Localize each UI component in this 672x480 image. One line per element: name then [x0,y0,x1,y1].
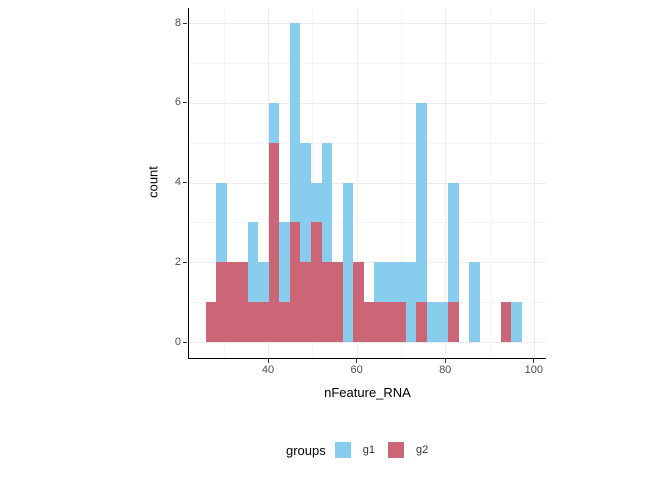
histogram-bar-g1 [300,142,311,263]
histogram-bar-g1 [448,182,459,303]
histogram-bar-g2 [416,302,427,342]
histogram-bar-g1 [310,182,322,223]
major-gridline-horizontal [189,262,546,264]
y-tick-label: 2 [174,255,181,268]
major-gridline-horizontal [189,342,546,343]
histogram-bar-g1 [279,222,290,303]
legend-swatch-g1 [334,442,351,458]
minor-gridline-horizontal [189,142,546,144]
x-tick-label: 60 [350,364,363,376]
y-tick-mark [183,341,187,343]
y-tick-mark [183,182,187,184]
histogram-bar-g1 [395,262,406,303]
y-tick-mark [183,261,187,263]
histogram-bar-g2 [332,262,343,342]
y-tick-label: 6 [174,96,181,109]
x-tick-mark [533,359,535,363]
histogram-bar-g2 [226,262,238,342]
y-axis-line [187,8,189,358]
major-gridline-horizontal [189,23,546,25]
histogram-bar-g2 [310,222,322,342]
major-gridline-vertical [268,8,269,358]
histogram-bar-g2 [500,302,512,342]
histogram-bar-g1 [268,102,280,143]
histogram-bar-g1 [216,182,227,263]
histogram-bar-g2 [321,262,333,342]
histogram-bar-g1 [384,262,396,303]
histogram-bar-g1 [258,262,269,303]
x-tick-mark [444,359,446,363]
histogram-bar-g2 [237,262,248,342]
histogram-bar-g1 [416,102,427,303]
y-tick-label: 8 [174,16,181,29]
major-gridline-vertical [356,8,358,358]
histogram-bar-g2 [216,262,227,342]
histogram-bar-g1 [342,182,354,342]
major-gridline-horizontal [189,102,546,104]
legend-entry-g2: g2 [388,442,428,458]
histogram-bar-g2 [289,222,301,342]
legend-swatch-g2 [388,442,404,458]
histogram-bar-g2 [384,302,396,342]
x-axis-title: nFeature_RNA [324,385,411,400]
minor-gridline-horizontal [189,222,546,224]
legend-label-g1: g1 [362,444,375,456]
histogram-bar-g1 [247,222,259,303]
x-tick-label: 40 [261,364,275,376]
histogram-bar-g2 [247,302,259,342]
x-axis-line [187,357,546,359]
histogram-bar-g2 [205,302,217,342]
legend-entry-g1: g1 [334,442,375,458]
histogram-bar-g2 [374,302,385,342]
x-tick-label: 100 [524,364,543,376]
major-gridline-vertical [445,8,447,358]
histogram-bar-g2 [279,302,290,342]
histogram-bar-g2 [258,302,269,342]
histogram-bar-g2 [353,262,364,342]
histogram-bar-g2 [268,142,280,342]
legend-label-g2: g2 [416,444,429,456]
x-tick-label: 80 [439,364,452,376]
y-axis-title: count [145,166,161,198]
histogram-bar-g1 [426,302,438,342]
major-gridline-vertical [533,8,535,358]
y-tick-mark [183,102,187,104]
legend: groups g1 g2 [286,440,441,460]
histogram-bar-g2 [363,302,375,342]
histogram-bar-g1 [469,262,480,342]
histogram-bar-g1 [374,262,385,303]
y-tick-mark [183,22,187,24]
histogram-bar-g2 [395,302,406,342]
histogram-bar-g1 [289,23,301,223]
y-tick-label: 0 [174,335,181,348]
major-gridline-horizontal [189,182,546,184]
y-tick-label: 4 [174,176,181,189]
x-tick-mark [356,359,358,363]
histogram-bar-g2 [448,302,459,342]
histogram-bar-g1 [437,302,449,342]
histogram-bar-g2 [300,262,311,342]
minor-gridline-horizontal [189,63,546,65]
histogram-bar-g1 [405,262,417,342]
histogram-bar-g1 [511,302,522,342]
plot-panel [189,8,546,358]
histogram-bar-g1 [321,142,333,263]
legend-title: groups [286,442,326,458]
x-tick-mark [267,359,269,363]
